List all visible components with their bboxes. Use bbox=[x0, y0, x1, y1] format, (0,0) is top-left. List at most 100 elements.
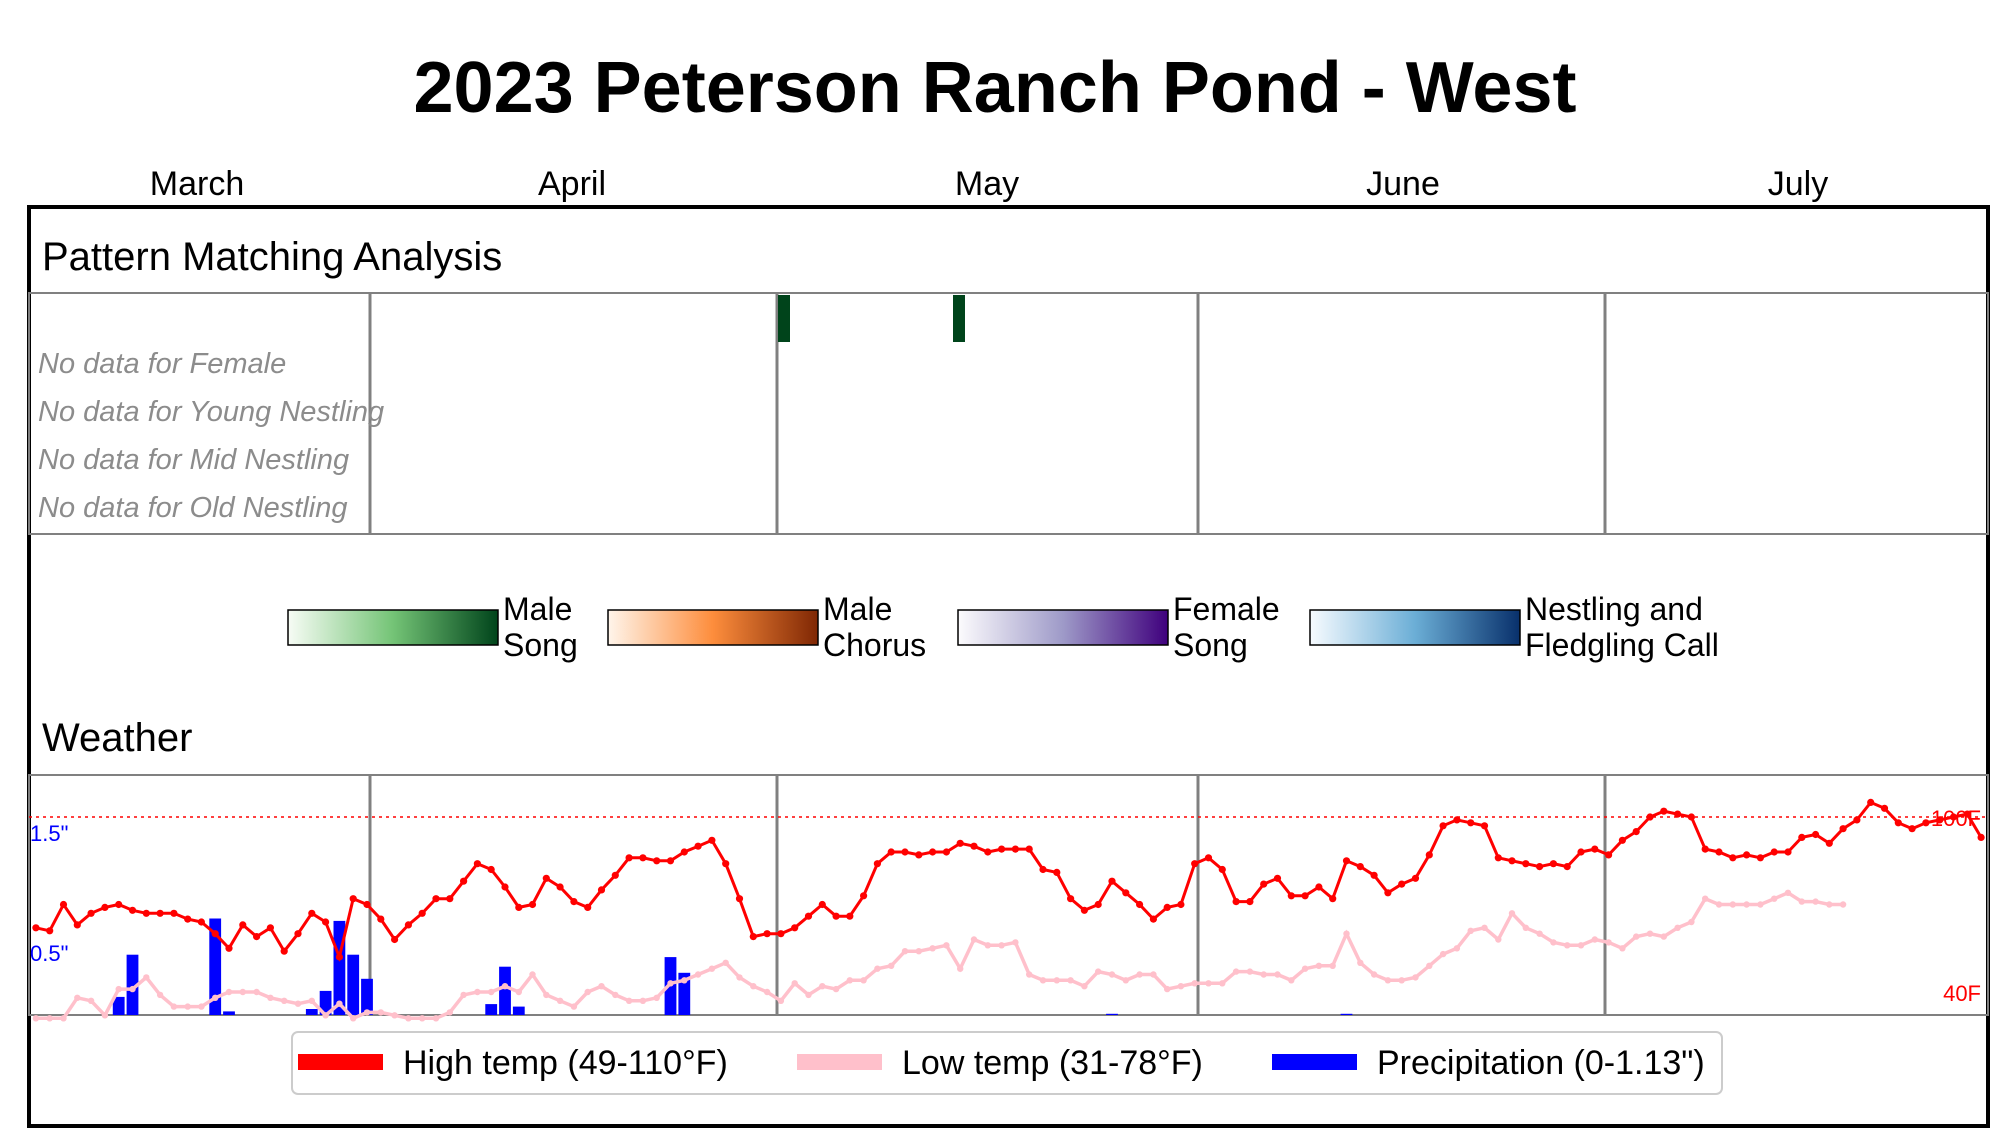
high-temp-point bbox=[1687, 813, 1695, 821]
low-temp-point bbox=[860, 977, 867, 984]
high-temp-point bbox=[666, 857, 675, 865]
high-temp-point bbox=[1136, 900, 1144, 909]
high-temp-point bbox=[1301, 892, 1309, 900]
high-temp-point bbox=[404, 921, 412, 929]
low-temp-point bbox=[1605, 939, 1612, 946]
high-temp-point bbox=[59, 900, 68, 909]
low-temp-point bbox=[46, 1015, 53, 1022]
low-temp-point bbox=[1439, 950, 1447, 958]
precip-bar bbox=[512, 1006, 525, 1015]
low-temp-point bbox=[1660, 933, 1668, 940]
high-temp-point bbox=[1825, 839, 1833, 847]
high-temp-point bbox=[984, 848, 992, 856]
high-temp-point bbox=[253, 933, 261, 941]
low-temp-point bbox=[281, 997, 288, 1004]
high-temp-point bbox=[1177, 900, 1185, 909]
low-temp-point bbox=[1122, 977, 1130, 984]
high-temp-point bbox=[377, 915, 385, 923]
high-temp-point bbox=[694, 842, 702, 850]
legend-label-precip: Precipitation (0-1.13") bbox=[1377, 1044, 1705, 1082]
month-labels: March April May June July bbox=[150, 165, 1828, 203]
low-temp-point bbox=[529, 971, 536, 978]
high-temp-point bbox=[556, 883, 564, 891]
high-temp-point bbox=[363, 900, 371, 909]
low-temp-point bbox=[1536, 930, 1543, 937]
male-song-detection-2 bbox=[953, 295, 965, 342]
high-temp-point bbox=[929, 848, 937, 856]
precip-bar bbox=[126, 954, 139, 1015]
low-temp-point bbox=[901, 948, 909, 955]
high-temp-point bbox=[1287, 892, 1295, 900]
low-temp-point bbox=[1619, 945, 1626, 952]
high-temp-point bbox=[1039, 865, 1047, 874]
low-temp-point bbox=[1288, 977, 1295, 984]
low-temp-point bbox=[1095, 968, 1102, 975]
low-temp-point bbox=[1164, 985, 1171, 993]
high-temp-point bbox=[584, 903, 592, 912]
high-temp-point bbox=[1784, 848, 1792, 856]
low-temp-point bbox=[1150, 971, 1157, 978]
low-temp-point bbox=[1771, 895, 1778, 902]
low-temp-point bbox=[722, 959, 729, 966]
low-temp-point bbox=[377, 1009, 384, 1016]
chart-title: 2023 Peterson Ranch Pond - West bbox=[413, 48, 1576, 128]
colorbar-label-nestling-line1: Nestling and bbox=[1525, 591, 1703, 627]
low-temp-point bbox=[1026, 971, 1033, 978]
precip-bar bbox=[112, 996, 125, 1015]
low-temp-point bbox=[1301, 965, 1309, 972]
high-temp-point bbox=[1439, 822, 1447, 830]
low-temp-point bbox=[667, 980, 674, 987]
low-temp-point bbox=[60, 1015, 67, 1022]
high-temp-point bbox=[1563, 863, 1571, 871]
legend-swatch-low-temp bbox=[797, 1054, 882, 1070]
low-temp-point bbox=[1398, 977, 1405, 984]
high-temp-point bbox=[156, 909, 164, 917]
high-temp-point bbox=[1011, 845, 1020, 853]
high-temp-point bbox=[1922, 819, 1930, 827]
high-temp-point bbox=[1632, 828, 1640, 836]
colorbar-female-song bbox=[957, 609, 1169, 646]
low-temp-point bbox=[694, 971, 702, 978]
high-temp-point bbox=[128, 906, 137, 914]
colorbar-label-male-chorus-line1: Male bbox=[823, 591, 892, 627]
high-temp-point bbox=[1729, 854, 1737, 862]
low-temp-point bbox=[225, 988, 233, 996]
high-temp-point bbox=[570, 898, 578, 906]
low-temp-point bbox=[736, 974, 743, 981]
low-temp-point bbox=[474, 988, 481, 996]
high-temp-point bbox=[473, 860, 481, 868]
legend-swatch-precip bbox=[1272, 1054, 1357, 1070]
low-temp-point bbox=[501, 983, 509, 990]
no-data-mid-nestling: No data for Mid Nestling bbox=[38, 444, 349, 476]
legend-label-low-temp: Low temp (31-78°F) bbox=[902, 1044, 1203, 1082]
high-temp-point bbox=[197, 918, 205, 926]
high-temp-point bbox=[460, 877, 468, 885]
high-temp-point bbox=[1025, 845, 1033, 853]
colorbar-male-chorus bbox=[607, 609, 819, 646]
weather-legend: High temp (49-110°F) Low temp (31-78°F) … bbox=[291, 1031, 1723, 1095]
high-temp-point bbox=[1908, 825, 1916, 833]
low-temp-point bbox=[515, 988, 522, 996]
precip-bar bbox=[347, 954, 360, 1015]
high-temp-point bbox=[1260, 880, 1268, 888]
colorbar-nestling-call bbox=[1309, 609, 1521, 646]
low-temp-point bbox=[1274, 971, 1281, 978]
low-temp-point bbox=[405, 1015, 412, 1022]
high-temp-point bbox=[625, 854, 633, 862]
high-temp-point bbox=[1674, 810, 1682, 818]
low-temp-point bbox=[1232, 968, 1240, 975]
low-temp-point bbox=[1591, 936, 1599, 943]
high-temp-point bbox=[1949, 813, 1958, 821]
weather-panel-frame bbox=[28, 774, 1989, 1016]
low-temp-point bbox=[1039, 977, 1047, 984]
precip-bar bbox=[499, 966, 511, 1015]
low-temp-point bbox=[584, 988, 591, 996]
high-temp-point bbox=[528, 900, 537, 909]
low-temp-point bbox=[1177, 983, 1185, 990]
low-temp-point bbox=[1577, 942, 1585, 949]
high-temp-point bbox=[1743, 851, 1751, 859]
colorbar-label-female-song-line2: Song bbox=[1173, 627, 1248, 663]
high-temp-point bbox=[1080, 906, 1088, 914]
high-temp-point bbox=[818, 900, 826, 909]
